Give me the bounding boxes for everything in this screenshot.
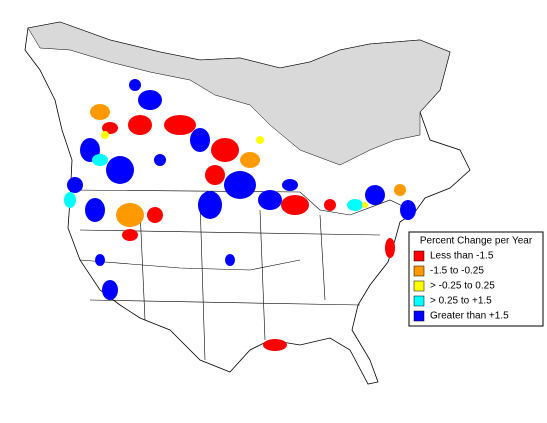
region — [116, 203, 144, 227]
legend-title: Percent Change per Year — [420, 236, 533, 247]
region — [95, 254, 105, 266]
region — [400, 200, 416, 220]
legend-label: > -0.25 to 0.25 — [430, 281, 495, 292]
region — [138, 90, 162, 110]
region — [224, 171, 256, 199]
legend-label: -1.5 to -0.25 — [430, 266, 484, 277]
region — [205, 165, 225, 185]
legend-swatch — [413, 280, 425, 292]
abundance-regions — [64, 79, 416, 351]
region — [256, 136, 264, 144]
region — [129, 79, 141, 91]
region — [324, 199, 336, 211]
region — [190, 128, 210, 152]
region — [240, 152, 260, 168]
region — [164, 115, 196, 135]
region — [106, 156, 134, 184]
legend-swatch — [413, 295, 425, 307]
region — [211, 138, 239, 162]
region — [128, 115, 152, 135]
region — [67, 177, 83, 193]
legend-label: Less than -1.5 — [430, 251, 494, 262]
region — [263, 339, 287, 351]
legend-label: Greater than +1.5 — [430, 311, 509, 322]
legend-label: > 0.25 to +1.5 — [430, 296, 492, 307]
region — [282, 179, 298, 191]
region — [64, 192, 76, 208]
region — [394, 184, 406, 196]
region — [198, 191, 222, 219]
region — [102, 280, 118, 300]
region — [365, 185, 385, 205]
tundra-region — [27, 21, 451, 166]
region — [90, 104, 110, 120]
region — [85, 198, 105, 222]
region — [225, 254, 235, 266]
region — [92, 154, 108, 166]
region — [281, 195, 309, 215]
region — [122, 229, 138, 241]
legend-box — [408, 231, 544, 327]
legend-swatch — [413, 310, 425, 322]
legend-swatch — [413, 250, 425, 262]
legend-swatch — [413, 265, 425, 277]
region — [385, 238, 395, 258]
region — [258, 190, 282, 210]
region — [102, 122, 118, 134]
region — [101, 131, 109, 139]
legend: Less than -1.5 -1.5 to -0.25 > -0.25 to 0.… — [413, 250, 509, 322]
region — [147, 207, 163, 223]
border — [71, 189, 416, 361]
region — [154, 154, 166, 166]
region — [347, 199, 363, 211]
region — [362, 202, 368, 208]
